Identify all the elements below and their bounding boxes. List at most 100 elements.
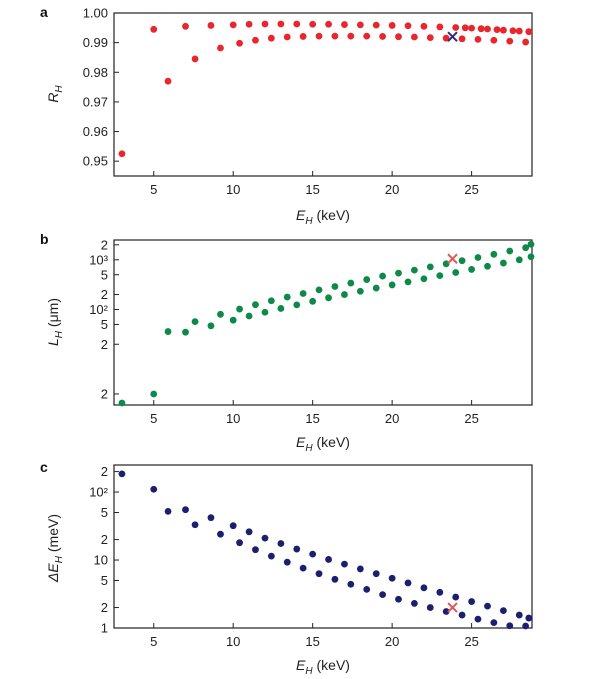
- panel-c-series-1-point: [182, 506, 189, 514]
- panel-b-xlabel-unit: (keV): [313, 434, 350, 450]
- panel-a-series-2-point: [283, 33, 291, 41]
- panel-b-ytick-label: 2: [101, 287, 108, 302]
- panel-c-series-1-point: [420, 584, 428, 592]
- panel-c-series-1-point: [372, 570, 380, 578]
- panel-a-series-1-point: [461, 24, 469, 32]
- panel-c-series-1-point: [293, 545, 301, 553]
- panel-b-series-1-point: [217, 310, 224, 318]
- panel-c-series-2-point: [283, 558, 291, 566]
- panel-b-ytick-label: 2: [101, 337, 108, 352]
- panel-a-series-2-point: [379, 33, 387, 40]
- panel-b-series-1-point: [331, 283, 339, 290]
- panel-c-highlight-marker: [447, 602, 458, 613]
- panel-c-xlabel-symbol: E: [296, 657, 306, 673]
- panel-b-ytick-label: 2: [101, 386, 108, 401]
- panel-a-series-2-point: [347, 32, 355, 40]
- panel-c-series-1-point: [515, 611, 523, 619]
- panel-a-ytick-label: 0.96: [83, 124, 108, 139]
- panel-b-xtick-label: 15: [305, 411, 319, 426]
- panel-b-series-1-point: [379, 272, 387, 280]
- panel-a-series-1-point: [388, 22, 396, 29]
- panel-c-xtick-label: 15: [305, 634, 319, 649]
- panel-c-series: [118, 470, 533, 630]
- panel-b-series-2-point: [261, 308, 269, 316]
- panel-a-series-1-point: [452, 24, 460, 31]
- panel-b-series-1-point: [347, 279, 355, 287]
- panel-a-xtick-label: 10: [226, 182, 240, 197]
- panel-a-series-1-point: [118, 150, 126, 158]
- panel-b-series-2-point: [245, 312, 253, 320]
- panel-b-series-1-point: [191, 318, 199, 326]
- panel-b-series-1-point: [283, 293, 291, 301]
- panel-a-highlight-marker: [447, 31, 458, 42]
- panel-c-xtick-label: 20: [385, 634, 399, 649]
- panel-b-series-1-point: [363, 276, 371, 283]
- panel-c-series-1-point: [245, 528, 253, 536]
- panel-c-letter: c: [40, 459, 48, 475]
- panel-a-series: [118, 20, 533, 158]
- panel-a-series-1-point: [509, 27, 517, 35]
- panel-a-xtick-label: 25: [464, 182, 478, 197]
- panel-a-series-1-point: [525, 28, 533, 36]
- panel-b-series-2-point: [341, 291, 348, 298]
- panel-c-series-1-point: [150, 485, 158, 493]
- panel-a-series-1-point: [207, 22, 215, 29]
- panel-b-ytick-label: 2: [101, 237, 108, 252]
- panel-b-series-2-point: [515, 256, 523, 264]
- panel-a-xtick-label: 20: [385, 182, 399, 197]
- panel-c-marker-stroke-2: [447, 602, 458, 613]
- panel-c-series-1-point: [325, 556, 332, 563]
- panel-c-ytick-label: 1: [101, 621, 108, 636]
- panel-b-series-2-point: [293, 301, 301, 309]
- panel-a-series-2-point: [331, 32, 339, 40]
- panel-a-series-2-point: [299, 33, 307, 40]
- panel-b-series-2-point: [436, 272, 444, 280]
- panel-a-letter: a: [40, 4, 48, 20]
- panel-b-series-1-point: [395, 269, 402, 277]
- panel-c-series-2-point: [267, 552, 275, 560]
- panel-c-series-1-point: [388, 574, 396, 582]
- panel-a-series-2-point: [442, 34, 450, 42]
- panel-a-series-2-point: [363, 32, 371, 40]
- panel-a-series-2-point: [164, 77, 172, 85]
- panel-a-xlabel-symbol: E: [296, 207, 306, 223]
- panel-a-xlabel-subscript: H: [305, 216, 313, 227]
- panel-b-series-2-point: [182, 328, 189, 336]
- panel-c-series-2-point: [442, 608, 450, 615]
- panel-b-ytick-label: 10²: [89, 302, 108, 317]
- panel-c-series-2-point: [347, 580, 355, 588]
- panel-c-series-1-point: [499, 607, 507, 615]
- panel-c-ytick-label: 2: [101, 600, 108, 615]
- panel-b-series-2-point: [404, 278, 412, 286]
- panel-b-xtick-label: 20: [385, 411, 399, 426]
- panel-a-series-2-point: [474, 35, 482, 43]
- panel-a-series-1-point: [229, 21, 237, 29]
- panel-c-xtick-label: 5: [150, 634, 157, 649]
- panel-c-series-2-point: [522, 622, 530, 630]
- panel-b-series-2-point: [388, 281, 396, 289]
- panel-c-xtick-label: 25: [464, 634, 478, 649]
- panel-c-series-1-point: [207, 514, 215, 522]
- panel-a-series-2-point: [191, 55, 199, 63]
- panel-b-series-2-point: [499, 259, 507, 267]
- panel-c-ytick-label: 5: [101, 505, 108, 520]
- panel-b-series-1-point: [506, 247, 514, 255]
- panel-c-series-2-point: [236, 539, 243, 547]
- panel-a-ytick-label: 1.00: [83, 6, 108, 21]
- panel-b-series-1-point: [527, 240, 535, 248]
- panel-b-series-2-point: [309, 297, 317, 305]
- panel-a-series-2-point: [458, 35, 466, 43]
- panel-c-ylabel-symbol: ΔE: [45, 563, 61, 583]
- panel-c-series-1-point: [452, 593, 460, 601]
- panel-a-series-1-point: [372, 21, 380, 29]
- panel-b-xlabel-symbol: E: [296, 434, 306, 450]
- panel-c-series-2-point: [252, 546, 259, 554]
- panel-c-series-2-point: [379, 591, 387, 598]
- panel-b-series-1-point: [150, 390, 158, 398]
- panel-b-series-1-point: [252, 301, 259, 309]
- panel-c-series-2-point: [331, 575, 339, 583]
- panel-a-ytick-label: 0.99: [83, 35, 108, 50]
- panel-a-series-2-point: [506, 37, 514, 45]
- panel-b-ylabel-subscript: H: [54, 330, 65, 338]
